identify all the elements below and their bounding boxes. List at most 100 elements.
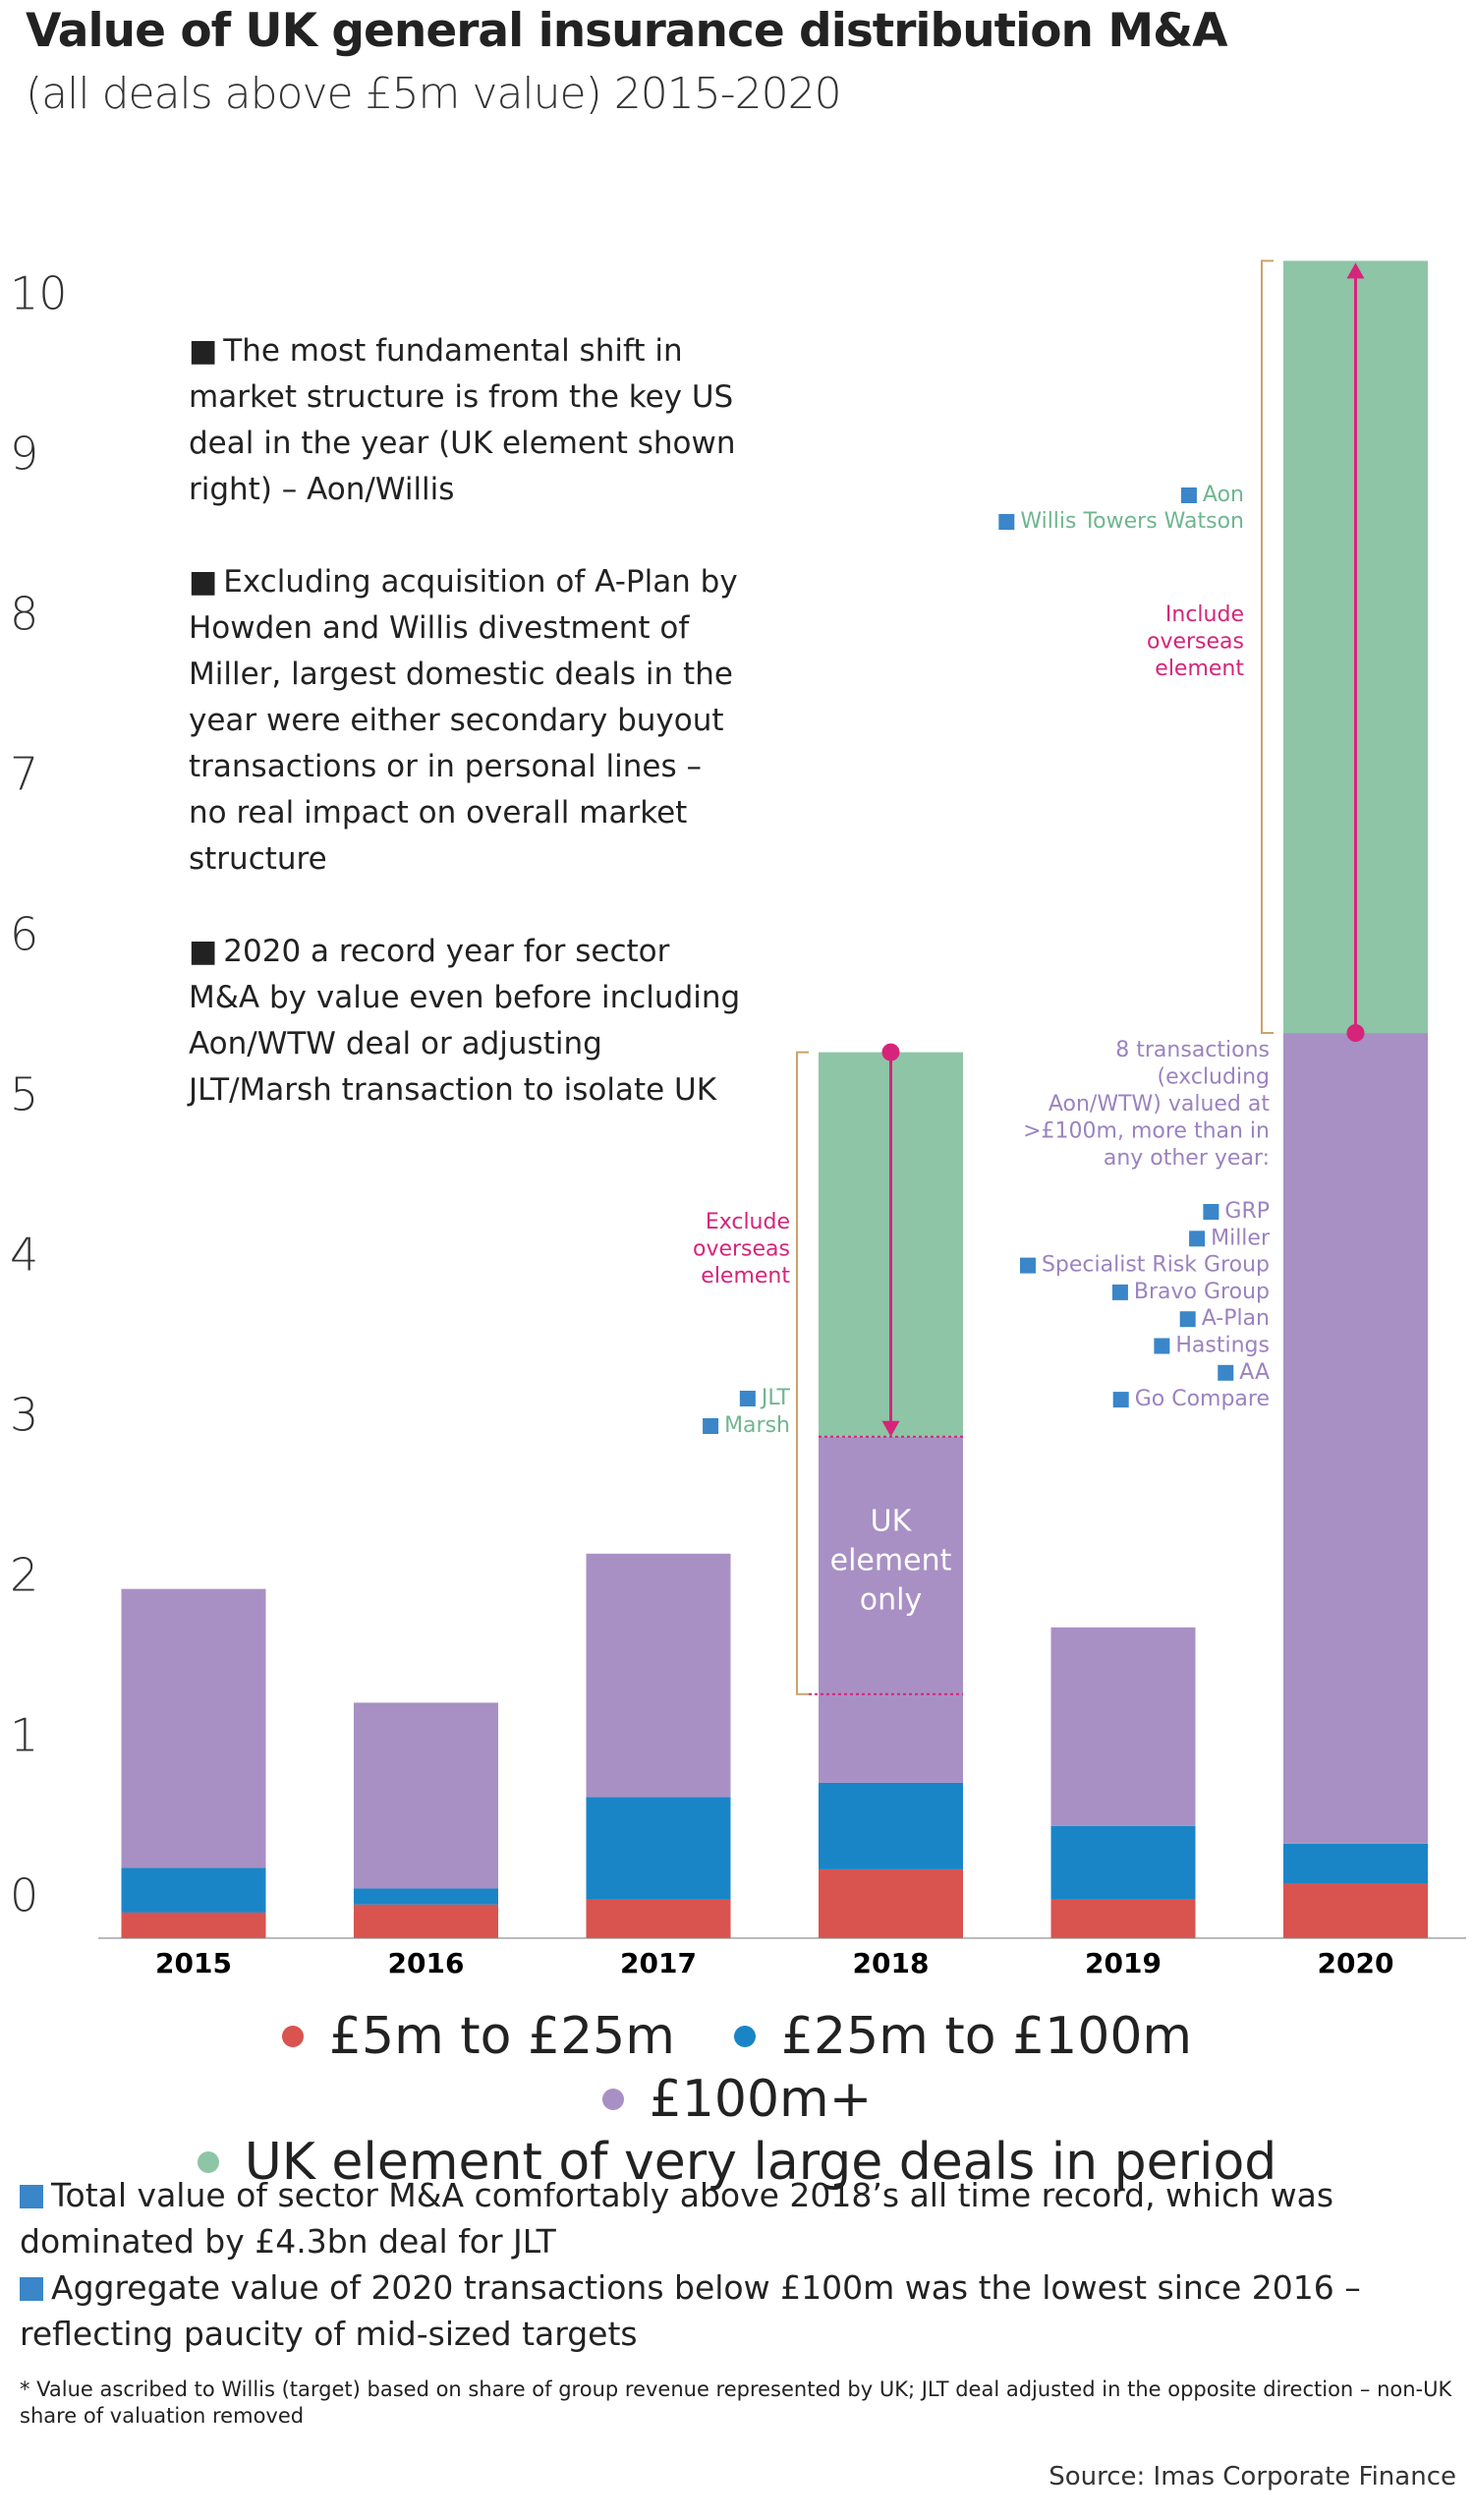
y-tick-label: 6 xyxy=(10,908,38,961)
arrow-label: element xyxy=(701,1264,790,1289)
footer: Total value of sector M&A comfortably ab… xyxy=(20,2172,1454,2357)
legend-marker xyxy=(281,2026,304,2047)
x-tick-label: 2020 xyxy=(1318,1947,1394,1979)
note: The most fundamental shift in market str… xyxy=(189,328,749,513)
deal-label: JLT xyxy=(760,1386,791,1410)
transactions-note: Aon/WTW) valued at xyxy=(1049,1092,1271,1117)
x-tick-label: 2018 xyxy=(853,1947,930,1979)
deal-label: Bravo Group xyxy=(1134,1280,1270,1304)
source: Source: Imas Corporate Finance xyxy=(1049,2462,1456,2491)
deal-marker xyxy=(1179,1311,1196,1328)
deal-marker xyxy=(1180,487,1197,503)
deal-marker xyxy=(1218,1364,1234,1381)
arrow-label: Include xyxy=(1165,602,1244,627)
bracket xyxy=(1261,259,1274,1035)
legend: £5m to £25m £25m to £100m £100m+ UK element… xyxy=(118,2005,1356,2194)
bar-segment xyxy=(1283,1883,1428,1938)
footer-bullet: Total value of sector M&A comfortably ab… xyxy=(20,2172,1454,2264)
deal-marker xyxy=(739,1391,756,1406)
y-tick-label: 9 xyxy=(10,428,38,481)
arrow-dot xyxy=(881,1043,900,1061)
bar-segment xyxy=(354,1888,498,1905)
legend-label: £100m+ xyxy=(649,2070,873,2129)
deal-label: Hastings xyxy=(1175,1334,1270,1358)
deal-label: Miller xyxy=(1211,1226,1271,1250)
y-tick-label: 1 xyxy=(10,1709,38,1762)
deal-marker xyxy=(703,1418,719,1434)
legend-item: £25m to £100m xyxy=(733,2005,1193,2068)
bar-segment xyxy=(354,1702,498,1889)
legend-label: £5m to £25m xyxy=(328,2007,675,2066)
x-tick-label: 2015 xyxy=(155,1947,232,1979)
bar-segment xyxy=(1050,1825,1196,1900)
bar-segment xyxy=(354,1904,498,1938)
y-tick-label: 4 xyxy=(10,1229,38,1282)
arrow-label: overseas xyxy=(1147,630,1244,655)
bar-segment xyxy=(121,1588,266,1868)
bar-segment xyxy=(1283,1843,1428,1884)
bar-segment xyxy=(819,1782,963,1869)
y-tick-label: 2 xyxy=(10,1549,38,1602)
deal-marker xyxy=(1111,1284,1128,1300)
bar-segment xyxy=(1283,1033,1428,1844)
deal-label: A-Plan xyxy=(1202,1306,1270,1331)
bar-segment xyxy=(1050,1627,1196,1826)
footer-bullet: Aggregate value of 2020 transactions bel… xyxy=(20,2264,1454,2357)
y-tick-label: 5 xyxy=(10,1068,38,1121)
bar-label: only xyxy=(860,1583,922,1618)
deal-marker xyxy=(1154,1338,1170,1354)
legend-item: £100m+ xyxy=(601,2068,873,2131)
y-tick-label: 3 xyxy=(10,1389,38,1442)
transactions-note: 8 transactions xyxy=(1115,1038,1270,1062)
legend-label: £25m to £100m xyxy=(780,2007,1193,2066)
bar-segment xyxy=(819,1868,963,1938)
x-tick-label: 2017 xyxy=(620,1947,697,1979)
bar-segment xyxy=(819,1436,963,1783)
transactions-note: >£100m, more than in xyxy=(1023,1119,1270,1144)
deal-marker xyxy=(1203,1204,1219,1220)
bar-segment xyxy=(121,1912,266,1938)
footnote: * Value ascribed to Willis (target) base… xyxy=(20,2377,1452,2428)
bar-segment xyxy=(586,1797,731,1900)
arrow-dot xyxy=(1346,1024,1365,1043)
deal-marker xyxy=(1112,1392,1129,1408)
legend-marker xyxy=(733,2026,756,2047)
bar-label: element xyxy=(830,1544,952,1578)
arrow-head xyxy=(881,1420,900,1437)
notes: The most fundamental shift in market str… xyxy=(189,328,749,1160)
bar-segment xyxy=(1050,1899,1196,1938)
bar-label: UK xyxy=(871,1505,913,1539)
deal-label: AA xyxy=(1239,1360,1270,1385)
legend-item: £5m to £25m xyxy=(281,2005,675,2068)
deal-label: Willis Towers Watson xyxy=(1020,509,1244,534)
legend-marker xyxy=(601,2089,624,2110)
deal-marker xyxy=(1019,1257,1036,1274)
deal-marker xyxy=(998,514,1015,530)
arrow-label: Exclude xyxy=(706,1210,790,1234)
subtitle: (all deals above £5m value) 2015-2020 xyxy=(26,69,842,119)
legend-marker xyxy=(197,2151,219,2173)
x-tick-label: 2019 xyxy=(1085,1947,1162,1979)
arrow-label: element xyxy=(1155,657,1244,681)
deal-label: Go Compare xyxy=(1135,1387,1270,1411)
x-tick-label: 2016 xyxy=(388,1947,465,1979)
arrow-label: overseas xyxy=(693,1237,790,1262)
y-tick-label: 10 xyxy=(10,267,68,320)
y-tick-label: 7 xyxy=(10,748,38,801)
bar-segment xyxy=(586,1553,731,1798)
bar-segment xyxy=(586,1899,731,1938)
y-tick-label: 8 xyxy=(10,588,38,641)
deal-label: Marsh xyxy=(724,1413,790,1438)
arrow-head xyxy=(1346,262,1365,279)
deal-label: Specialist Risk Group xyxy=(1042,1253,1270,1278)
bracket xyxy=(796,1051,809,1695)
title: Value of UK general insurance distributi… xyxy=(26,4,1227,58)
note: 2020 a record year for sector M&A by val… xyxy=(189,929,749,1114)
transactions-note: any other year: xyxy=(1104,1146,1270,1171)
transactions-note: (excluding xyxy=(1157,1065,1270,1090)
deal-label: GRP xyxy=(1224,1199,1270,1224)
deal-marker xyxy=(1189,1231,1206,1247)
note: Excluding acquisition of A-Plan by Howde… xyxy=(189,559,749,883)
